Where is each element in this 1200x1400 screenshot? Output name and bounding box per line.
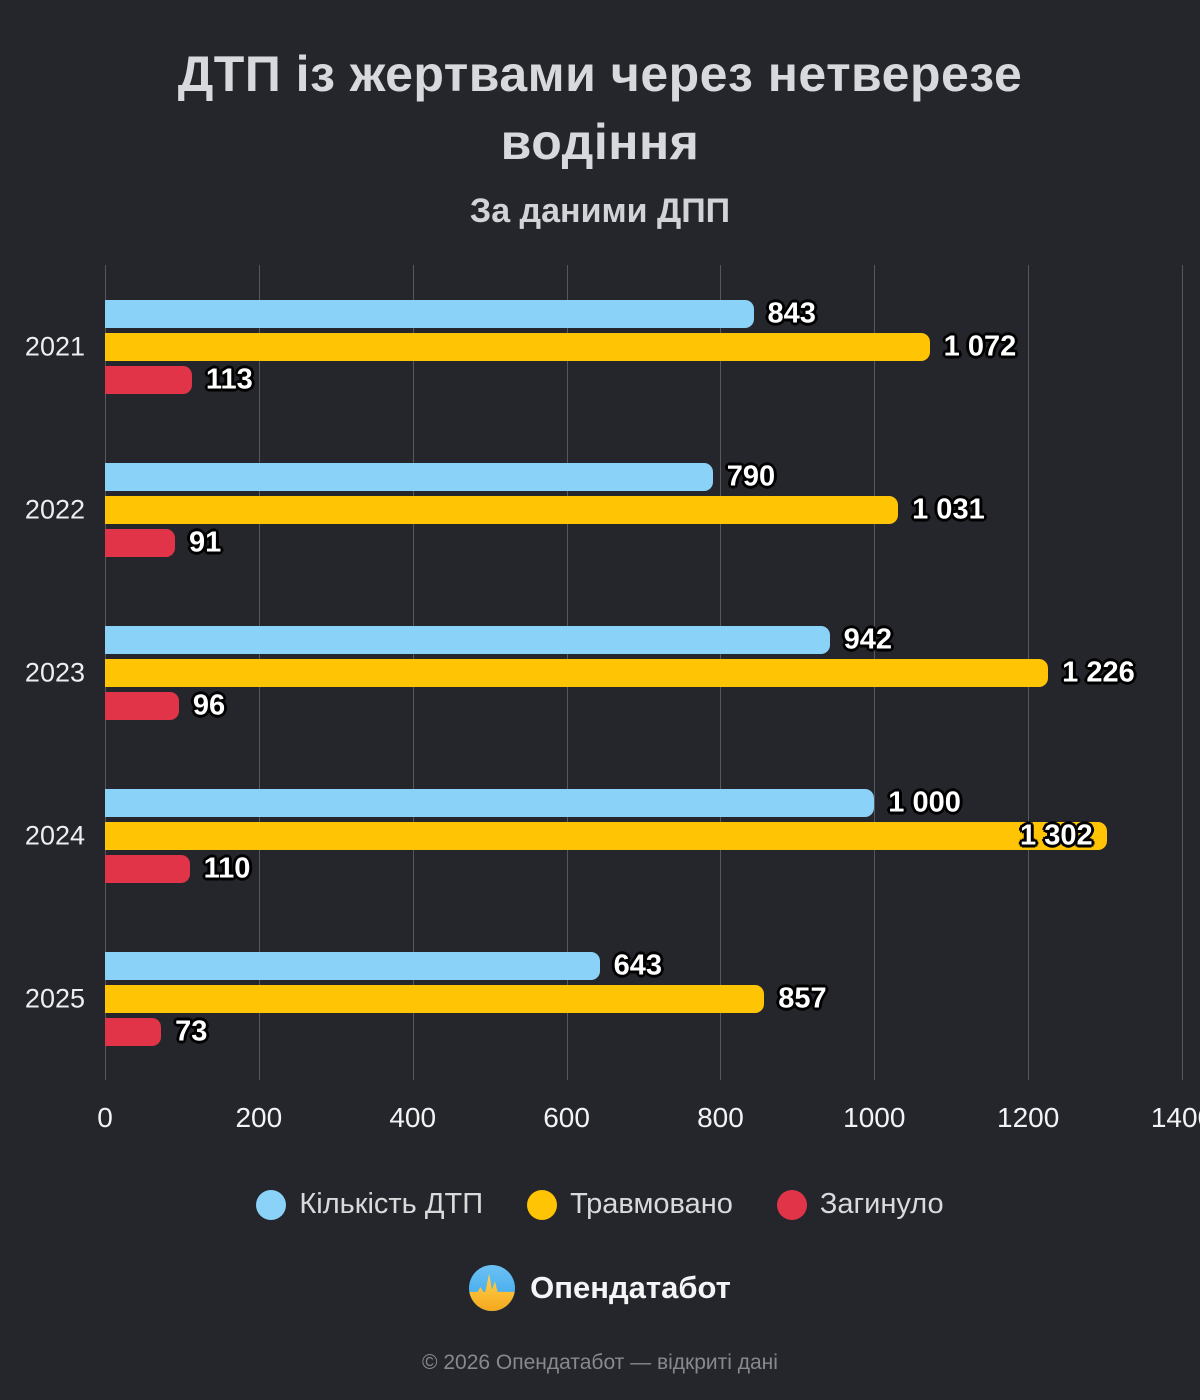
chart-subtitle: За даними ДПП — [469, 192, 731, 230]
x-tick-label: 0 — [97, 1102, 113, 1133]
year-group-2023: 2023 942 1 226 96 — [25, 591, 1182, 754]
legend-label: Кількість ДТП — [299, 1188, 484, 1220]
bar-Загинуло-2025 — [105, 1017, 162, 1046]
bar-Травмовано-2022 — [105, 495, 899, 524]
logo-wordmark: Опендатабот — [530, 1270, 731, 1305]
year-label: 2024 — [24, 820, 85, 850]
bar-Загинуло-2021 — [105, 365, 192, 394]
legend-item-Травмовано: Травмовано — [527, 1188, 733, 1221]
bar-value-label: 113 — [205, 363, 253, 395]
bar-Кількість ДТП-2024 — [105, 788, 875, 817]
bar-value-label: 73 — [175, 1015, 208, 1047]
year-label: 2022 — [24, 494, 85, 524]
year-group-2021: 2021 843 1 072 113 — [25, 265, 1182, 428]
bar-value-label: 857 — [778, 982, 827, 1014]
bar-Загинуло-2024 — [105, 854, 190, 883]
bar-value-label: 942 — [843, 623, 893, 655]
bar-Травмовано-2023 — [105, 658, 1049, 687]
x-axis: 0 200 400 600 800 1000 1200 1400 — [97, 1102, 1200, 1138]
legend: Кількість ДТП Травмовано Загинуло — [0, 1188, 1200, 1221]
bar-row: 113 — [105, 363, 1182, 395]
x-tick-label: 1400 — [1150, 1102, 1200, 1133]
bar-row: 1 000 — [105, 786, 1182, 818]
bar-row: 1 031 — [105, 493, 1182, 525]
legend-label: Травмовано — [570, 1188, 733, 1220]
year-group-2025: 2025 643 857 73 — [25, 917, 1182, 1080]
bar-Кількість ДТП-2022 — [105, 462, 713, 491]
gridline — [1182, 265, 1183, 1080]
year-group-2024: 2024 1 000 1 302 110 — [25, 754, 1182, 917]
bar-Кількість ДТП-2021 — [105, 299, 754, 328]
bar-value-label: 110 — [203, 852, 251, 884]
year-label: 2025 — [24, 983, 85, 1013]
x-tick-label: 200 — [235, 1102, 283, 1133]
chart-title: ДТП із жертвами через нетверезе водіння — [177, 46, 1023, 170]
bar-row: 942 — [105, 623, 1182, 655]
year-label: 2021 — [24, 331, 85, 361]
x-tick-label: 400 — [389, 1102, 437, 1133]
legend-swatch-icon — [256, 1189, 287, 1220]
bar-row: 110 — [105, 852, 1182, 884]
bar-value-label: 790 — [726, 460, 776, 492]
bar-row: 73 — [105, 1015, 1182, 1047]
legend-item-Кількість ДТП: Кількість ДТП — [256, 1188, 483, 1221]
bar-value-label: 1 072 — [943, 330, 1017, 362]
bar-row: 1 226 — [105, 656, 1182, 688]
bar-row: 96 — [105, 689, 1182, 721]
legend-swatch-icon — [527, 1189, 558, 1220]
bar-value-label: 91 — [189, 526, 222, 558]
legend-label: Загинуло — [819, 1188, 944, 1220]
bar-value-label: 1 000 — [888, 786, 961, 818]
bar-Кількість ДТП-2025 — [105, 951, 600, 980]
bar-row: 643 — [105, 949, 1182, 981]
bar-row: 1 072 — [105, 330, 1182, 362]
bar-value-label: 1 302 — [1020, 819, 1093, 851]
bar-Травмовано-2025 — [105, 984, 765, 1013]
plot-area: 2021 843 1 072 113 2022 790 1 031 91 2023 942 1 22… — [25, 265, 1183, 1080]
bar-value-label: 96 — [192, 689, 226, 721]
bar-Травмовано-2021 — [105, 332, 930, 361]
bar-row: 857 — [105, 982, 1182, 1014]
legend-item-Загинуло: Загинуло — [776, 1188, 944, 1221]
opendatabot-flag-pulse-icon — [469, 1265, 516, 1311]
bar-Загинуло-2022 — [105, 528, 175, 557]
bar-value-label: 843 — [767, 297, 816, 329]
x-tick-label: 1200 — [996, 1102, 1060, 1133]
bar-chart: 2021 843 1 072 113 2022 790 1 031 91 2023 942 1 22… — [0, 265, 1200, 1080]
year-label: 2023 — [24, 657, 85, 687]
bar-Травмовано-2024 — [105, 821, 1107, 850]
opendatabot-logo: Опендатабот — [0, 1265, 1200, 1311]
bar-value-label: 1 226 — [1062, 656, 1135, 688]
bar-value-label: 1 031 — [912, 493, 985, 525]
bar-row: 843 — [105, 297, 1182, 329]
bar-Загинуло-2023 — [105, 691, 179, 720]
bar-Кількість ДТП-2023 — [105, 625, 830, 654]
bar-value-label: 643 — [613, 949, 663, 981]
bar-row: 1 302 — [105, 819, 1182, 851]
footer-credit: © 2026 Опендатабот — відкриті дані — [422, 1351, 778, 1374]
x-tick-label: 1000 — [843, 1102, 906, 1133]
legend-swatch-icon — [776, 1189, 807, 1220]
bar-row: 91 — [105, 526, 1182, 558]
bar-row: 790 — [105, 460, 1182, 492]
x-tick-label: 600 — [543, 1102, 590, 1133]
year-group-2022: 2022 790 1 031 91 — [25, 428, 1182, 591]
x-tick-label: 800 — [697, 1102, 744, 1133]
